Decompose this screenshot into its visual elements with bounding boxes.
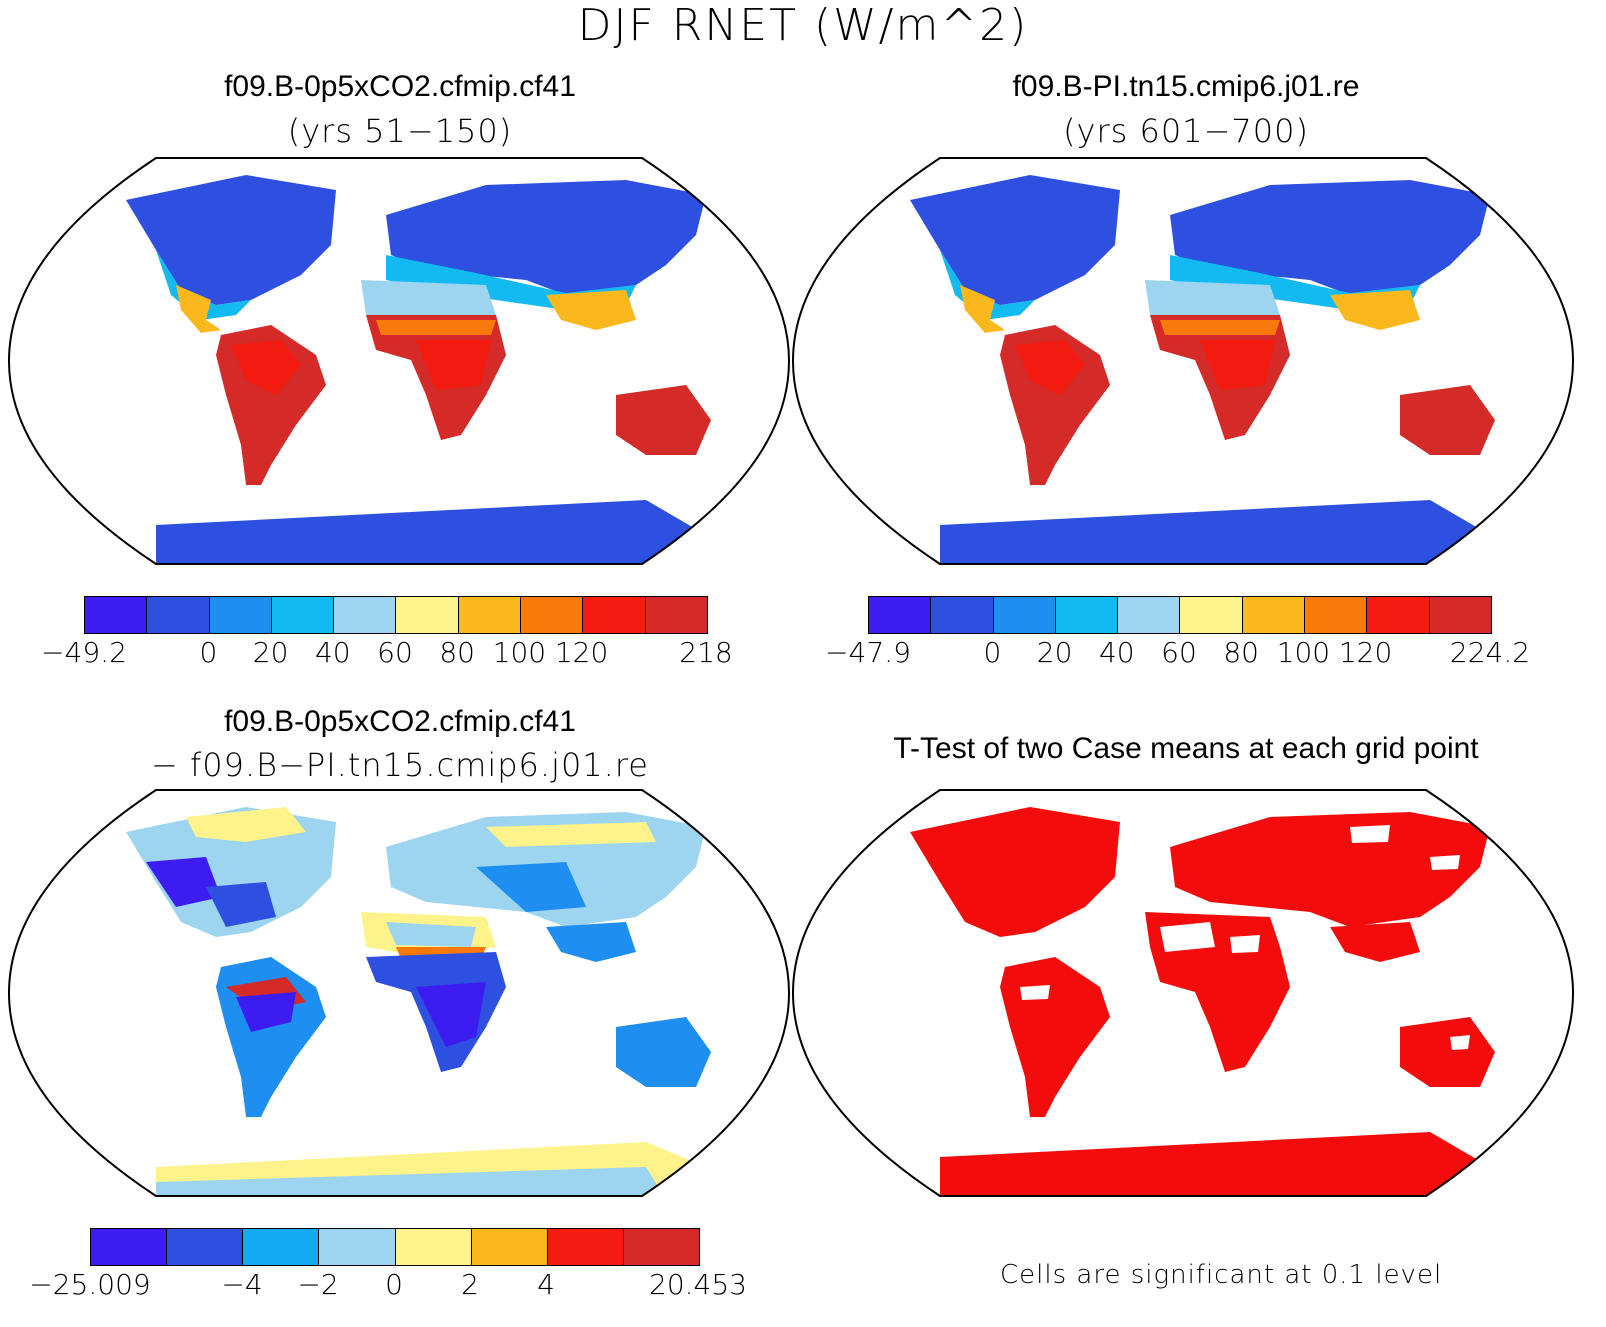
colorbar-swatch bbox=[1180, 597, 1243, 633]
colorbar-swatch bbox=[271, 597, 335, 633]
panel-1-subtitle: (yrs 51−150) bbox=[287, 112, 513, 150]
panel-4-map bbox=[791, 789, 1575, 1197]
antarctica bbox=[156, 500, 706, 564]
colorbar-swatch bbox=[547, 1229, 624, 1265]
colorbar-tick-label: 0 bbox=[385, 1268, 403, 1301]
colorbar-tick-label: 20.453 bbox=[649, 1268, 747, 1301]
colorbar-tick-label: −4 bbox=[221, 1268, 263, 1301]
panel-3-colorbar bbox=[90, 1228, 700, 1266]
colorbar-swatch bbox=[458, 597, 522, 633]
europe-asia bbox=[386, 180, 706, 295]
colorbar-tick-label: 224.2 bbox=[1449, 636, 1531, 669]
colorbar-tick-label: 120 bbox=[554, 636, 609, 669]
colorbar-tick-label: 100 bbox=[492, 636, 547, 669]
colorbar-swatch bbox=[334, 597, 397, 633]
panel-2-title: f09.B-PI.tn15.cmip6.j01.re bbox=[1012, 70, 1360, 103]
colorbar-swatch bbox=[869, 597, 932, 633]
colorbar-swatch bbox=[931, 597, 994, 633]
colorbar-swatch bbox=[395, 1229, 472, 1265]
colorbar-tick-label: 80 bbox=[1223, 636, 1260, 669]
colorbar-tick-label: 80 bbox=[439, 636, 476, 669]
colorbar-swatch bbox=[1118, 597, 1181, 633]
north-america bbox=[126, 175, 336, 305]
colorbar-swatch bbox=[1367, 597, 1430, 633]
colorbar-tick-label: 0 bbox=[199, 636, 218, 669]
colorbar-tick-label: 60 bbox=[377, 636, 413, 669]
colorbar-tick-label: 120 bbox=[1338, 636, 1393, 669]
colorbar-swatch bbox=[645, 597, 707, 633]
colorbar-swatch bbox=[1242, 597, 1306, 633]
colorbar-tick-label: 100 bbox=[1276, 636, 1331, 669]
colorbar-tick-label: 2 bbox=[461, 1268, 479, 1301]
colorbar-swatch bbox=[471, 1229, 548, 1265]
australia bbox=[616, 385, 711, 455]
figure-title: DJF RNET (W/m^2) bbox=[577, 0, 1029, 51]
colorbar-swatch bbox=[147, 597, 210, 633]
colorbar-swatch bbox=[583, 597, 646, 633]
colorbar-tick-label: 40 bbox=[314, 636, 351, 669]
significance-note: Cells are significant at 0.1 level bbox=[1000, 1260, 1443, 1290]
colorbar-swatch bbox=[319, 1229, 396, 1265]
colorbar-swatch bbox=[167, 1229, 244, 1265]
colorbar-tick-label: −25.009 bbox=[29, 1268, 151, 1301]
colorbar-tick-label: 218 bbox=[679, 636, 733, 669]
colorbar-tick-label: 20 bbox=[252, 636, 289, 669]
panel-3-map bbox=[7, 789, 791, 1197]
colorbar-tick-label: −2 bbox=[297, 1268, 339, 1301]
colorbar-swatch bbox=[623, 1229, 699, 1265]
panel-3-title: f09.B-0p5xCO2.cfmip.cf41 bbox=[224, 705, 576, 738]
colorbar-swatch bbox=[1305, 597, 1368, 633]
colorbar-swatch bbox=[1429, 597, 1491, 633]
colorbar-tick-label: 0 bbox=[983, 636, 1002, 669]
colorbar-tick-label: 20 bbox=[1036, 636, 1073, 669]
panel-2-subtitle: (yrs 601−700) bbox=[1063, 112, 1309, 150]
colorbar-swatch bbox=[243, 1229, 320, 1265]
colorbar-tick-label: −49.2 bbox=[41, 636, 127, 669]
panel-1-title: f09.B-0p5xCO2.cfmip.cf41 bbox=[224, 70, 576, 103]
panel-2-colorbar bbox=[868, 596, 1492, 634]
colorbar-swatch bbox=[85, 597, 148, 633]
colorbar-swatch bbox=[91, 1229, 168, 1265]
colorbar-swatch bbox=[993, 597, 1056, 633]
colorbar-tick-label: −47.9 bbox=[825, 636, 911, 669]
colorbar-tick-label: 40 bbox=[1098, 636, 1135, 669]
colorbar-tick-label: 4 bbox=[537, 1268, 555, 1301]
panel-2-map bbox=[791, 157, 1575, 565]
colorbar-swatch bbox=[521, 597, 584, 633]
colorbar-swatch bbox=[396, 597, 459, 633]
colorbar-tick-label: 60 bbox=[1161, 636, 1197, 669]
colorbar-swatch bbox=[209, 597, 272, 633]
panel-1-colorbar bbox=[84, 596, 708, 634]
panel-1-map bbox=[7, 157, 791, 565]
colorbar-swatch bbox=[1055, 597, 1119, 633]
panel-3-subtitle: − f09.B−PI.tn15.cmip6.j01.re bbox=[151, 746, 649, 784]
panel-4-title: T-Test of two Case means at each grid po… bbox=[893, 732, 1479, 765]
